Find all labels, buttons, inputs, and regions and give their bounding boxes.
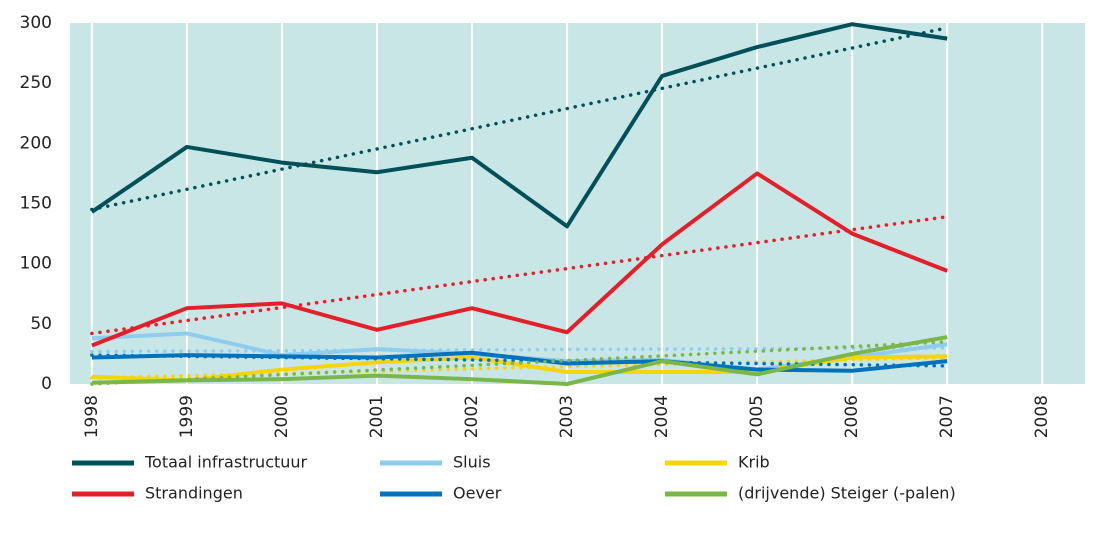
legend-label: (drijvende) Steiger (-palen) [738,484,956,503]
x-tick-label: 2002 [462,395,482,438]
x-tick-label: 1999 [177,395,197,438]
legend: Totaal infrastructuur Sluis Krib Strandinge… [72,453,956,503]
legend-label: Totaal infrastructuur [144,453,308,472]
y-tick-label: 200 [20,133,52,153]
trend-line [90,355,949,380]
y-tick-label: 150 [20,194,52,214]
y-tick-label: 50 [30,314,52,334]
trend-line [90,340,949,386]
trend-line [90,214,949,336]
legend-label: Sluis [453,453,491,472]
x-tick-label: 2003 [557,395,577,438]
series-line [90,22,948,229]
x-tick-label: 2008 [1032,395,1052,438]
series-line [91,171,948,348]
legend-label: Strandingen [145,484,243,503]
x-tick-label: 2006 [842,395,862,438]
y-tick-label: 300 [20,13,52,33]
x-tick-label: 2004 [652,395,672,438]
x-tick-label: 2005 [747,395,767,438]
y-tick-label: 100 [20,254,52,274]
legend-label: Oever [453,484,502,503]
x-tick-label: 2000 [272,395,292,438]
x-tick-label: 2001 [367,395,387,438]
x-tick-label: 1998 [82,395,102,438]
trend-line [90,26,949,212]
y-tick-label: 0 [41,374,52,394]
plot-area [70,23,1085,384]
x-tick-label: 2007 [937,395,957,438]
series-line [91,335,948,386]
y-tick-label: 250 [20,73,52,93]
series-line [91,350,948,373]
legend-label: Krib [738,453,770,472]
